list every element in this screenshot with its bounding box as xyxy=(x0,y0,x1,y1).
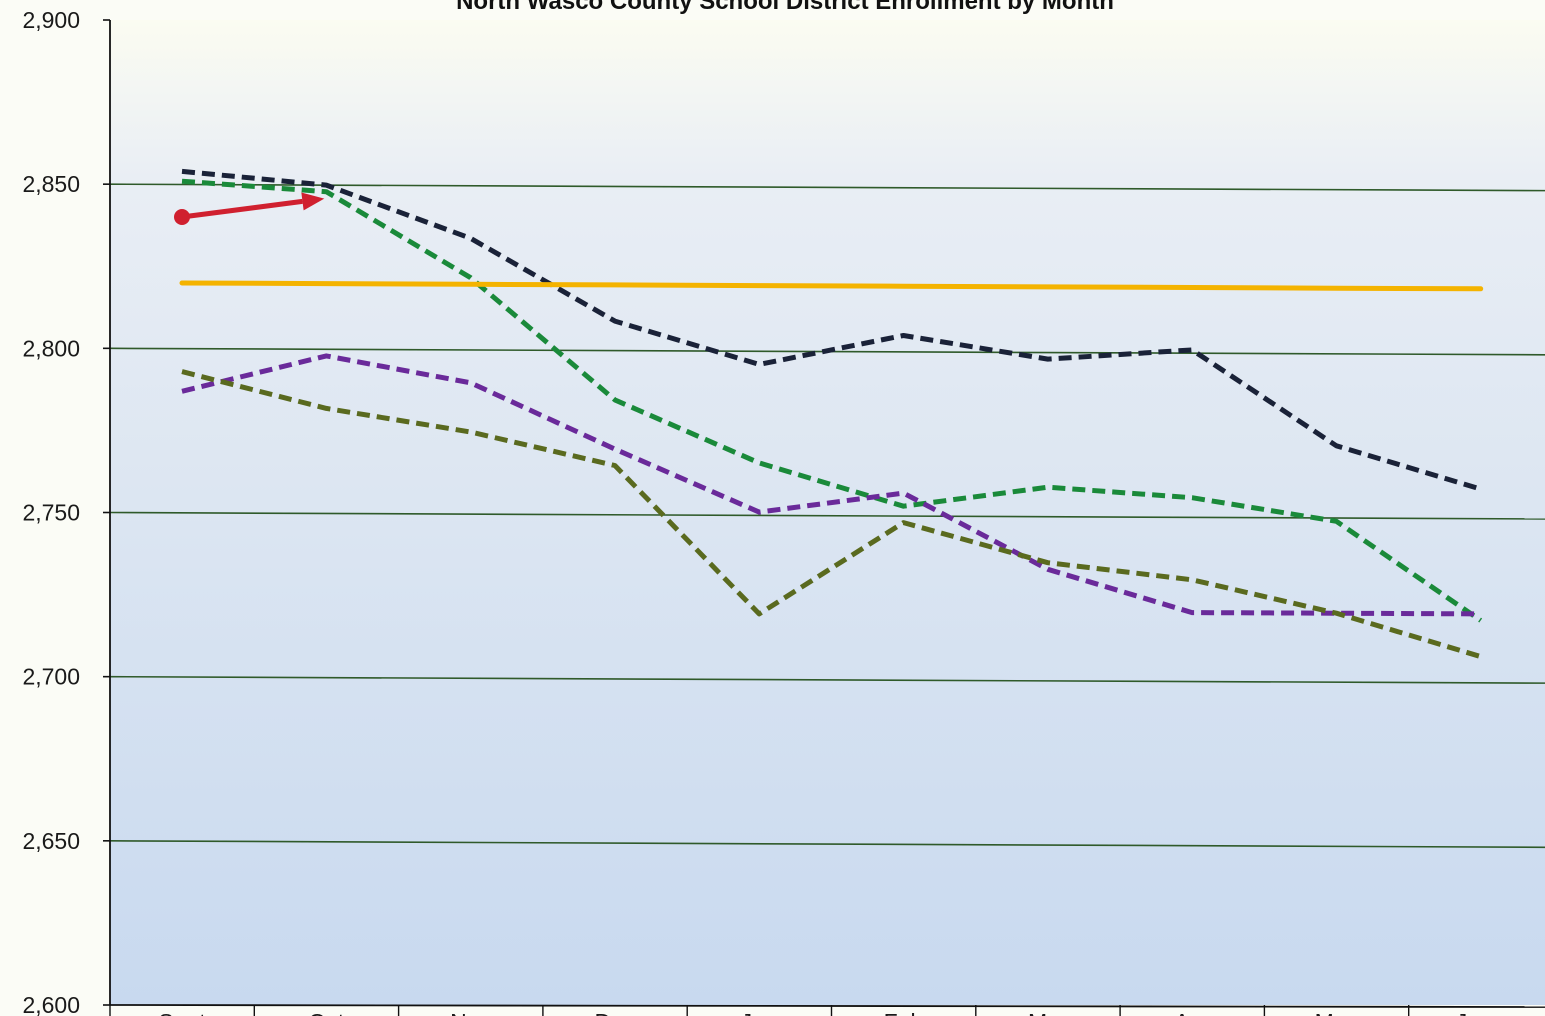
x-tick-label: June xyxy=(1456,1009,1506,1016)
series-line-1 xyxy=(181,168,1482,492)
y-tick-label: 2,650 xyxy=(22,828,80,854)
y-tick-label: 2,800 xyxy=(22,335,80,361)
series-line-5 xyxy=(179,280,1484,292)
y-tick-label: 2,700 xyxy=(22,664,80,690)
y-tick-label: 2,600 xyxy=(22,992,80,1016)
annotation-arrow-head xyxy=(301,192,325,211)
gridline xyxy=(109,675,1545,684)
y-tick-label: 2,850 xyxy=(22,171,80,197)
x-tick-label: Sept xyxy=(158,1009,206,1016)
x-tick-label: Jan xyxy=(741,1009,778,1016)
gridline xyxy=(109,183,1545,192)
gridline xyxy=(109,840,1545,849)
series-lines xyxy=(179,168,1484,659)
x-tick-label: May xyxy=(1315,1009,1359,1016)
annotations xyxy=(174,192,325,225)
annotation-arrow-shaft xyxy=(181,198,303,220)
series-line-2 xyxy=(181,178,1483,623)
chart-title: North Wasco County School District Enrol… xyxy=(456,0,1114,15)
axes: 2,600 2,650 2,700 2,750 2,800 2,850 2,900 Sept O… xyxy=(22,7,1545,1016)
gridline xyxy=(109,511,1545,520)
x-tick-label: Dec xyxy=(594,1009,635,1016)
x-tick-label: Feb xyxy=(884,1009,924,1016)
x-tick-label: Nov xyxy=(450,1009,491,1016)
x-tick-label: Mar xyxy=(1028,1009,1068,1016)
plot-background xyxy=(110,20,1545,1005)
gridlines xyxy=(109,183,1545,849)
y-tick-label: 2,900 xyxy=(22,7,80,33)
y-tick-label: 2,750 xyxy=(22,500,80,526)
series-line-3 xyxy=(181,353,1481,617)
series-line-4 xyxy=(181,369,1482,659)
x-axis-line xyxy=(109,1004,1545,1008)
x-tick-label: Apr xyxy=(1174,1009,1210,1016)
x-tick-label: Oct xyxy=(308,1009,344,1016)
